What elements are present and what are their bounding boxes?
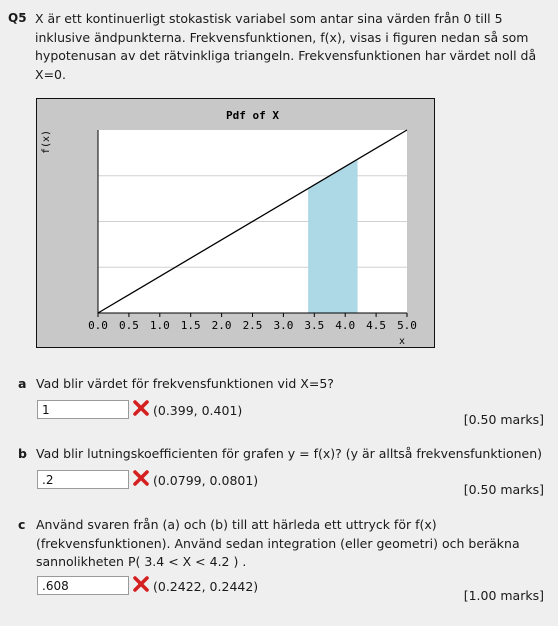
question-number: Q5 — [8, 11, 27, 25]
red-x-icon — [133, 470, 149, 486]
part-c-accepted-range: (0.2422, 0.2442) — [153, 579, 259, 594]
pdf-chart: 0.0 0.5 1.0 1.5 2.0 2.5 3.0 3.5 4.0 4.5 5.0 Pdf of … — [36, 98, 435, 348]
question-line: hypotenusan av det rätvinkliga triangeln… — [35, 48, 537, 63]
part-c-marks: [1.00 marks] — [463, 588, 544, 603]
x-tick-label: 4.5 — [366, 319, 386, 332]
chart-title: Pdf of X — [226, 109, 279, 122]
x-tick-label: 5.0 — [397, 319, 417, 332]
part-c-line: sannolikheten P( 3.4 < X < 4.2 ) . — [36, 554, 247, 569]
part-a-question: Vad blir värdet för frekvensfunktionen v… — [36, 375, 548, 394]
part-b-answer-input[interactable] — [37, 470, 129, 489]
question-line: X=0. — [35, 66, 66, 82]
part-a-answer-input[interactable] — [37, 400, 129, 419]
x-tick-label: 0.5 — [119, 319, 139, 332]
part-a-accepted-range: (0.399, 0.401) — [153, 403, 243, 418]
part-c-question: Använd svaren från (a) och (b) till att … — [36, 516, 548, 572]
part-b-marks: [0.50 marks] — [463, 482, 544, 497]
x-tick-label: 1.0 — [150, 319, 170, 332]
x-tick-label: 0.0 — [88, 319, 108, 332]
x-tick-label: 3.5 — [304, 319, 324, 332]
part-a-letter: a — [18, 376, 27, 391]
part-a-marks: [0.50 marks] — [463, 412, 544, 427]
part-a-line: Vad blir värdet för frekvensfunktionen v… — [36, 376, 334, 391]
y-axis-label: f(x) — [41, 130, 52, 154]
x-tick-label: 1.5 — [181, 319, 201, 332]
x-tick-label: 2.5 — [243, 319, 263, 332]
part-c-line: (frekvensfunktionen). Använd sedan integ… — [36, 535, 520, 551]
part-b-question: Vad blir lutningskoefficienten för grafe… — [36, 445, 548, 464]
part-c-answer-input[interactable] — [37, 576, 129, 595]
pdf-chart-svg: 0.0 0.5 1.0 1.5 2.0 2.5 3.0 3.5 4.0 4.5 5.0 Pdf of … — [41, 109, 417, 347]
shaded-probability-region — [308, 159, 358, 313]
x-tick-label: 4.0 — [335, 319, 355, 332]
red-x-icon — [133, 576, 149, 592]
part-c-line: Använd svaren från (a) och (b) till att … — [36, 517, 437, 532]
part-b-line: Vad blir lutningskoefficienten för grafe… — [36, 446, 543, 461]
question-line: inklusive ändpunkterna. Frekvensfunktion… — [35, 29, 529, 45]
x-tick-label: 2.0 — [212, 319, 232, 332]
question-text: X är ett kontinuerligt stokastisk variab… — [35, 10, 550, 84]
red-x-icon — [133, 400, 149, 416]
part-b-letter: b — [18, 446, 27, 461]
part-b-accepted-range: (0.0799, 0.0801) — [153, 473, 259, 488]
question-line: X är ett kontinuerligt stokastisk variab… — [35, 11, 503, 26]
x-tick-label: 3.0 — [273, 319, 293, 332]
pdf-line — [97, 129, 408, 314]
part-c-letter: c — [18, 517, 26, 532]
x-axis-label: x — [399, 336, 405, 347]
